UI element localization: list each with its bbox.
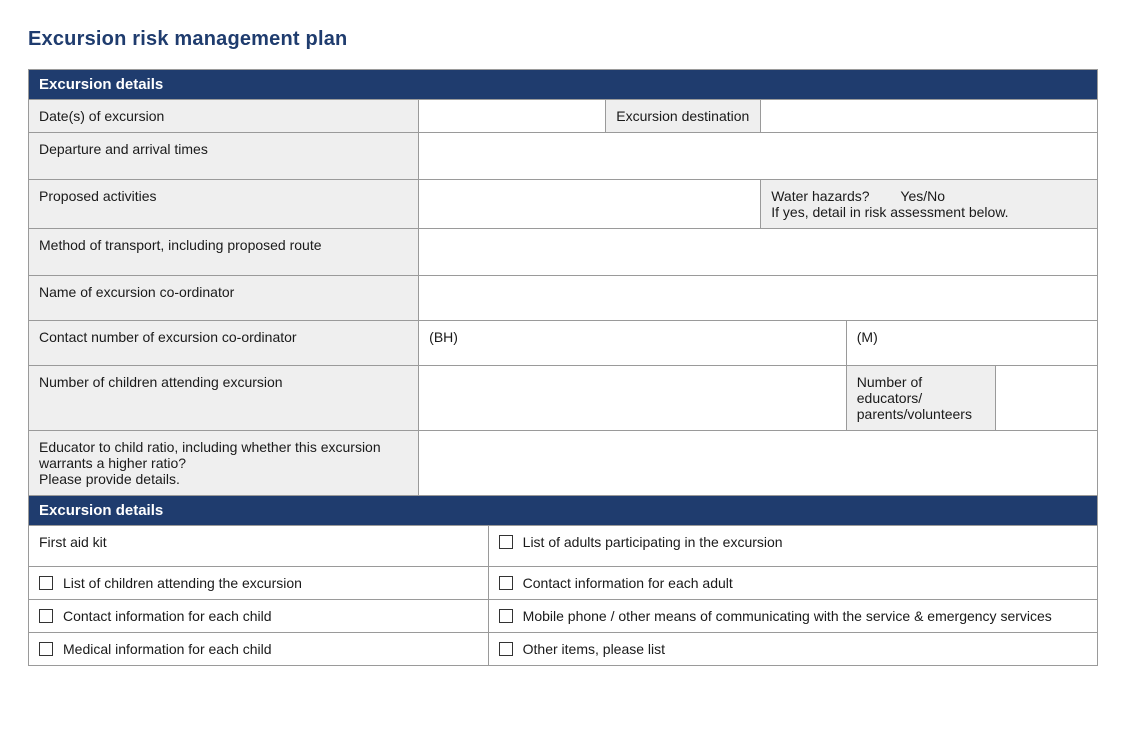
checkbox-children-list[interactable] [39,576,53,590]
checklist-table: Excursion details First aid kit List of … [28,496,1098,666]
row-times: Departure and arrival times [29,133,1098,180]
label-children-count: Number of children attending excursion [29,366,419,431]
label-transport: Method of transport, including proposed … [29,229,419,276]
checkbox-adults-list[interactable] [499,535,513,549]
input-educators-count[interactable] [996,366,1098,431]
checkbox-other[interactable] [499,642,513,656]
label-educators-count: Number of educators/ parents/volunteers [846,366,996,431]
section1-header: Excursion details [29,70,1098,100]
section2-header-row: Excursion details [29,496,1098,526]
label-children-list: List of children attending the excursion [63,575,302,591]
excursion-form-table: Excursion details Date(s) of excursion E… [28,69,1098,321]
label-coord-contact: Contact number of excursion co-ordinator [29,321,419,366]
counts-table: Number of children attending excursion N… [28,366,1098,431]
input-transport[interactable] [419,229,1098,276]
section2-header: Excursion details [29,496,1098,526]
row-activities: Proposed activities Water hazards? Yes/N… [29,180,1098,229]
label-coord-name: Name of excursion co-ordinator [29,276,419,321]
item-adult-contact: Contact information for each adult [488,567,1097,600]
row-counts: Number of children attending excursion N… [29,366,1098,431]
label-child-medical: Medical information for each child [63,641,272,657]
label-times: Departure and arrival times [29,133,419,180]
row-transport: Method of transport, including proposed … [29,229,1098,276]
input-activities[interactable] [419,180,761,229]
ratio-table: Educator to child ratio, including wheth… [28,431,1098,496]
label-activities: Proposed activities [29,180,419,229]
checklist-row-1: First aid kit List of adults participati… [29,526,1098,567]
checkbox-child-contact[interactable] [39,609,53,623]
water-hazards-line2: If yes, detail in risk assessment below. [771,204,1008,220]
checklist-row-4: Medical information for each child Other… [29,633,1098,666]
label-adults-list: List of adults participating in the excu… [523,534,783,550]
item-child-contact: Contact information for each child [29,600,489,633]
row-coord-name: Name of excursion co-ordinator [29,276,1098,321]
page-title: Excursion risk management plan [28,28,1098,51]
section1-header-row: Excursion details [29,70,1098,100]
checkbox-adult-contact[interactable] [499,576,513,590]
label-destination: Excursion destination [606,100,761,133]
input-times[interactable] [419,133,1098,180]
row-date-destination: Date(s) of excursion Excursion destinati… [29,100,1098,133]
item-mobile: Mobile phone / other means of communicat… [488,600,1097,633]
checkbox-mobile[interactable] [499,609,513,623]
label-water-hazards: Water hazards? Yes/No If yes, detail in … [761,180,1098,229]
label-mobile: Mobile phone / other means of communicat… [523,608,1052,624]
input-ratio[interactable] [419,431,1098,496]
row-ratio: Educator to child ratio, including wheth… [29,431,1098,496]
input-coord-bh[interactable]: (BH) [419,321,847,366]
item-adults-list: List of adults participating in the excu… [488,526,1097,567]
item-child-medical: Medical information for each child [29,633,489,666]
input-destination[interactable] [761,100,1098,133]
checkbox-child-medical[interactable] [39,642,53,656]
checklist-row-3: Contact information for each child Mobil… [29,600,1098,633]
label-child-contact: Contact information for each child [63,608,272,624]
input-children-count[interactable] [419,366,847,431]
water-hazards-line1: Water hazards? Yes/No [771,188,945,204]
row-coord-contact: Contact number of excursion co-ordinator… [29,321,1098,366]
item-other: Other items, please list [488,633,1097,666]
label-other: Other items, please list [523,641,665,657]
input-coord-m[interactable]: (M) [846,321,1097,366]
input-coord-name[interactable] [419,276,1098,321]
label-ratio: Educator to child ratio, including wheth… [29,431,419,496]
checklist-row-2: List of children attending the excursion… [29,567,1098,600]
contact-number-table: Contact number of excursion co-ordinator… [28,321,1098,366]
label-adult-contact: Contact information for each adult [523,575,733,591]
input-date[interactable] [419,100,606,133]
label-date: Date(s) of excursion [29,100,419,133]
label-first-aid: First aid kit [29,526,489,567]
item-children-list: List of children attending the excursion [29,567,489,600]
